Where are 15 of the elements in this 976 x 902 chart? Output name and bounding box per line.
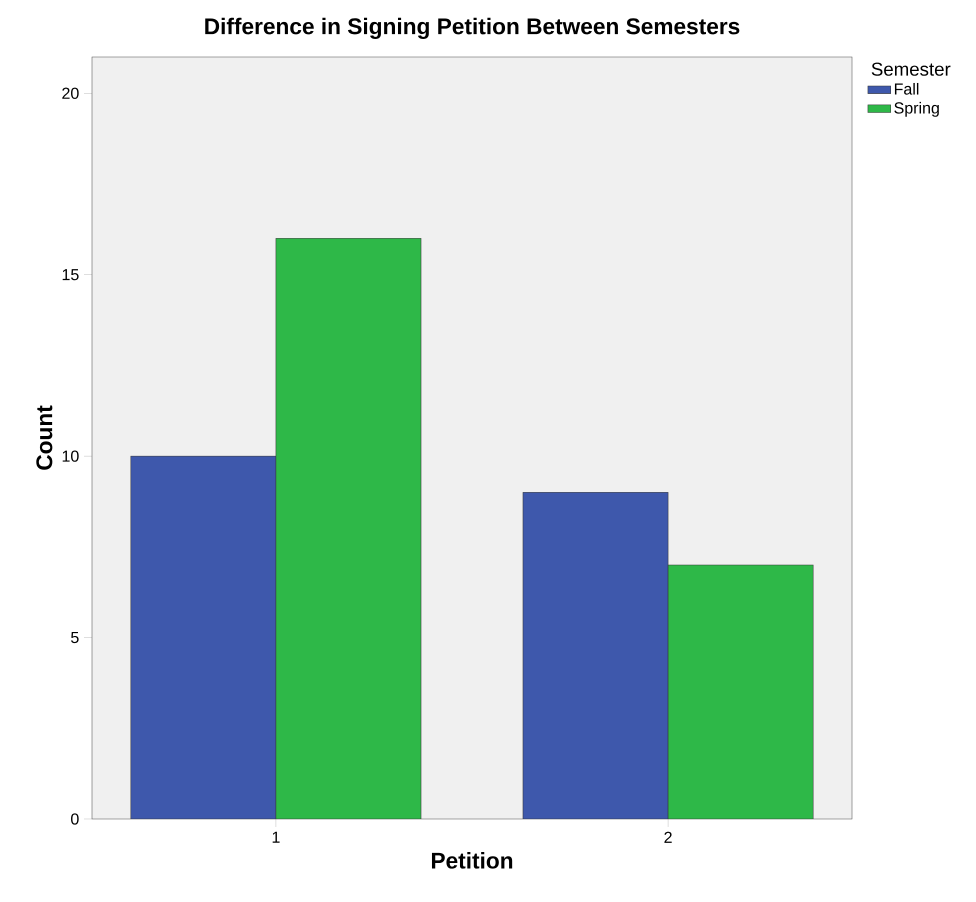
- y-tick-label: 10: [62, 450, 79, 462]
- legend-title: Semester: [872, 62, 950, 76]
- y-tick-label: 5: [71, 632, 79, 644]
- x-tick-label: 2: [664, 832, 672, 843]
- legend-label: Fall: [894, 82, 918, 95]
- bar: [276, 238, 422, 819]
- y-axis-title: Count: [36, 406, 52, 470]
- x-axis-title: Petition: [432, 852, 512, 869]
- y-tick-label: 15: [62, 269, 79, 280]
- bar: [668, 564, 814, 819]
- chart-title: Difference in Signing Petition Between Semesters: [205, 18, 740, 39]
- legend-label: Spring: [894, 102, 939, 117]
- x-tick-label: 1: [272, 832, 280, 843]
- y-tick-label: 0: [71, 813, 79, 825]
- y-tick-label: 20: [62, 88, 79, 99]
